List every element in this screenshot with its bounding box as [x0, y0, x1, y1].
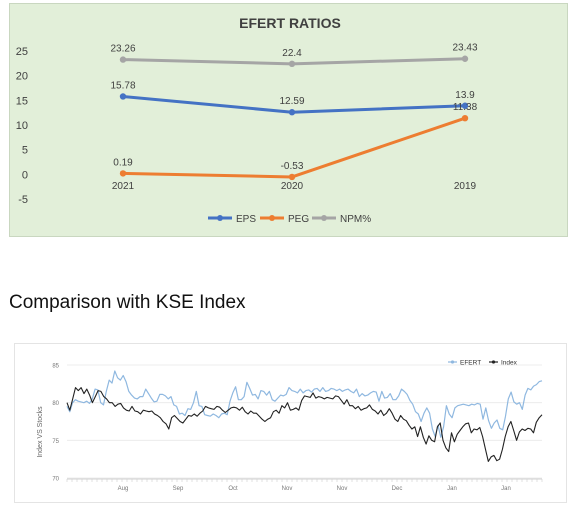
x-tick-label: Nov — [337, 486, 348, 492]
y-tick-label: 85 — [52, 364, 59, 370]
data-point — [461, 102, 469, 109]
kse-comparison-svg: 70 75 80 85 Index VS Stocks Aug Sep Oct Nov Nov… — [37, 360, 543, 492]
x-tick-label: Sep — [173, 486, 184, 492]
x-tick-label: Jan — [501, 486, 511, 492]
data-point — [461, 114, 469, 122]
data-label: 0.19 — [113, 157, 133, 168]
y-tick-label: 5 — [22, 145, 28, 157]
legend-marker — [450, 360, 455, 364]
series-line-efert — [66, 370, 543, 438]
x-tick-label: Nov — [282, 486, 293, 492]
y-tick-label: 25 — [16, 46, 28, 58]
data-point — [119, 56, 127, 63]
legend-label: PEG — [288, 214, 309, 225]
data-point — [288, 173, 296, 181]
y-tick-label: 20 — [16, 71, 28, 83]
series-line-index — [66, 387, 543, 462]
data-point — [119, 93, 127, 100]
y-tick-label: 80 — [52, 401, 59, 407]
x-tick-label: Oct — [228, 486, 238, 492]
x-tick-label: Dec — [392, 486, 403, 492]
x-tick-label: Jan — [447, 486, 457, 492]
y-tick-label: 0 — [22, 169, 28, 181]
data-label: 11.38 — [453, 102, 478, 113]
kse-comparison-chart: 70 75 80 85 Index VS Stocks Aug Sep Oct Nov Nov… — [14, 343, 567, 503]
data-point — [119, 170, 127, 177]
y-tick-label: -5 — [18, 194, 28, 206]
data-label: -0.53 — [281, 161, 304, 172]
chart-title: EFERT RATIOS — [239, 15, 341, 31]
y-tick-label: 75 — [52, 439, 59, 445]
x-tick-label: 2020 — [281, 181, 304, 192]
legend-label: EFERT — [460, 360, 481, 367]
y-tick-label: 10 — [16, 120, 28, 132]
x-tick-label: 2019 — [454, 181, 477, 192]
legend-marker — [491, 360, 496, 364]
efert-ratios-svg: EFERT RATIOS -5 0 5 10 15 20 25 15.78 12.59 13.9… — [16, 15, 478, 225]
data-point — [461, 55, 469, 62]
data-label: 13.9 — [455, 90, 475, 101]
legend-label: NPM% — [340, 214, 371, 225]
data-label: 15.78 — [110, 80, 135, 91]
y-tick-label: 70 — [52, 477, 59, 483]
data-point — [288, 60, 296, 68]
y-tick-label: 15 — [16, 95, 28, 107]
legend-marker — [321, 215, 327, 221]
legend-label: Index — [501, 360, 518, 367]
section-heading: Comparison with KSE Index — [9, 292, 246, 313]
data-label: 23.43 — [452, 43, 477, 54]
x-tick-label: 2021 — [112, 181, 135, 192]
legend-marker — [217, 215, 223, 221]
data-label: 23.26 — [110, 44, 135, 55]
data-label: 12.59 — [279, 96, 304, 107]
data-point — [288, 109, 296, 116]
y-axis-label: Index VS Stocks — [37, 406, 44, 458]
legend-marker — [269, 215, 275, 221]
legend-label: EPS — [236, 214, 256, 225]
x-tick-label: Aug — [118, 486, 129, 492]
efert-ratios-chart: EFERT RATIOS -5 0 5 10 15 20 25 15.78 12.59 13.9… — [9, 3, 568, 237]
data-label: 22.4 — [282, 48, 302, 59]
